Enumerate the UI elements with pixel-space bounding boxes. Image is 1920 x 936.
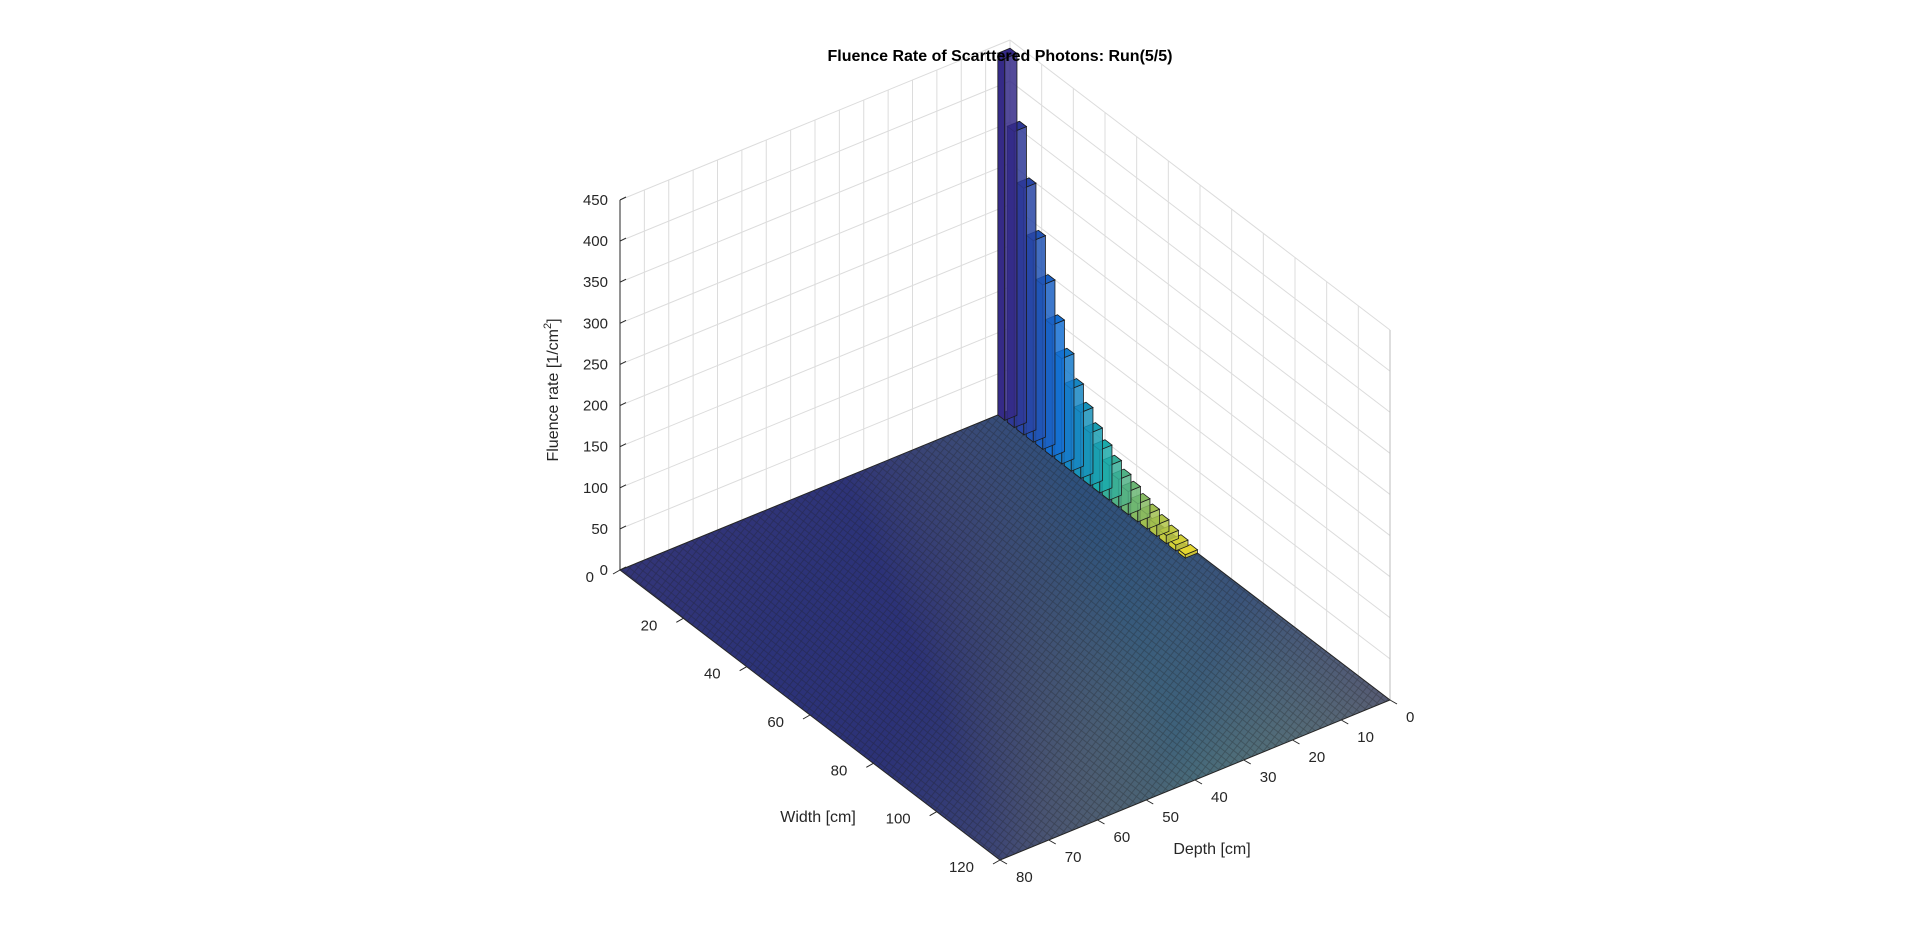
z-axis-label-end: ] bbox=[545, 318, 562, 322]
y-tick-label: 0 bbox=[1406, 709, 1414, 726]
bar-series bbox=[997, 47, 1199, 559]
y-tick-label: 70 bbox=[1065, 849, 1082, 866]
x-tick-mark bbox=[929, 811, 937, 817]
z-tick-mark bbox=[619, 278, 627, 283]
grid-line bbox=[1009, 80, 1391, 372]
y-tick-label: 20 bbox=[1309, 749, 1326, 766]
y-tick-mark bbox=[1292, 739, 1300, 745]
z-axis-label-main: Fluence rate [1/cm bbox=[545, 329, 562, 462]
grid-line bbox=[619, 368, 1011, 530]
depth-axis-ticks: 0 10 20 30 40 50 60 70 80 bbox=[999, 699, 1414, 886]
z-tick-label: 100 bbox=[583, 480, 608, 497]
y-tick-label: 80 bbox=[1016, 869, 1033, 886]
z-tick-mark bbox=[619, 360, 627, 365]
y-tick-mark bbox=[1048, 839, 1056, 845]
x-tick-mark bbox=[992, 859, 1001, 865]
z-tick-label: 350 bbox=[583, 274, 608, 291]
y-tick-mark bbox=[1243, 759, 1251, 765]
grid-line bbox=[619, 39, 1011, 201]
grid-line bbox=[1009, 245, 1391, 536]
grid-line bbox=[619, 80, 1011, 242]
z-tick-label: 200 bbox=[583, 398, 608, 415]
grid-line bbox=[1009, 204, 1391, 495]
grid-line bbox=[619, 286, 1011, 448]
grid-line bbox=[619, 203, 1011, 365]
z-tick-label: 0 bbox=[600, 562, 608, 579]
y-tick-mark bbox=[1097, 819, 1105, 825]
x-tick-mark bbox=[676, 617, 684, 623]
z-tick-label: 300 bbox=[583, 315, 608, 332]
width-axis-ticks: 0 20 40 60 80 100 120 bbox=[586, 569, 1001, 876]
floor-cells bbox=[620, 410, 1390, 860]
y-axis-label: Depth [cm] bbox=[1173, 841, 1250, 858]
grid-line bbox=[1009, 121, 1391, 413]
z-tick-label: 400 bbox=[583, 233, 608, 250]
x-tick-mark bbox=[866, 762, 874, 768]
z-tick-mark bbox=[619, 525, 627, 530]
z-tick-mark bbox=[619, 319, 627, 324]
x-tick-label: 100 bbox=[886, 811, 911, 828]
x-tick-mark bbox=[802, 714, 811, 720]
x-tick-label: 80 bbox=[831, 762, 848, 779]
y-tick-mark bbox=[1146, 799, 1154, 805]
y-tick-mark bbox=[1341, 719, 1349, 725]
z-tick-label: 50 bbox=[591, 521, 608, 538]
x-axis-label: Width [cm] bbox=[780, 809, 856, 826]
y-tick-label: 50 bbox=[1162, 809, 1179, 826]
grid-line bbox=[1009, 39, 1391, 331]
floor-surface bbox=[619, 409, 1391, 861]
y-tick-mark bbox=[1389, 699, 1398, 705]
z-axis-label: Fluence rate [1/cm2] bbox=[542, 318, 562, 461]
y-tick-label: 10 bbox=[1357, 729, 1374, 746]
z-tick-label: 450 bbox=[583, 192, 608, 209]
grid-line bbox=[619, 327, 1011, 489]
x-tick-label: 0 bbox=[586, 569, 594, 586]
grid-line bbox=[1009, 286, 1391, 578]
y-tick-label: 60 bbox=[1114, 829, 1131, 846]
x-tick-label: 40 bbox=[704, 666, 721, 683]
y-tick-label: 40 bbox=[1211, 789, 1228, 806]
z-tick-mark bbox=[619, 196, 627, 201]
bar bbox=[997, 52, 1006, 422]
z-tick-mark bbox=[619, 443, 627, 448]
z-tick-label: 150 bbox=[583, 439, 608, 456]
grid-line bbox=[619, 162, 1011, 324]
x-tick-label: 120 bbox=[949, 859, 974, 876]
y-tick-label: 30 bbox=[1260, 769, 1277, 786]
z-tick-mark bbox=[619, 484, 627, 489]
x-tick-mark bbox=[612, 569, 621, 575]
x-tick-mark bbox=[739, 666, 747, 672]
grid-line bbox=[619, 245, 1011, 407]
z-axis-label-sup: 2 bbox=[542, 323, 554, 329]
bar bbox=[1004, 52, 1018, 421]
back-wall-width bbox=[619, 39, 1011, 571]
z-tick-label: 250 bbox=[583, 356, 608, 373]
grid-line bbox=[1009, 162, 1391, 454]
z-axis-ticks: 0 50 100 150 200 250 300 350 400 450 bbox=[583, 192, 627, 579]
x-tick-label: 60 bbox=[767, 714, 784, 731]
bar bbox=[997, 47, 1018, 59]
chart-title: Fluence Rate of Scarttered Photons: Run(… bbox=[828, 48, 1173, 65]
y-tick-mark bbox=[1194, 779, 1203, 785]
x-tick-label: 20 bbox=[641, 617, 658, 634]
z-tick-mark bbox=[619, 237, 627, 242]
z-tick-mark bbox=[619, 402, 627, 407]
grid-line bbox=[619, 121, 1011, 283]
y-tick-mark bbox=[999, 859, 1008, 865]
